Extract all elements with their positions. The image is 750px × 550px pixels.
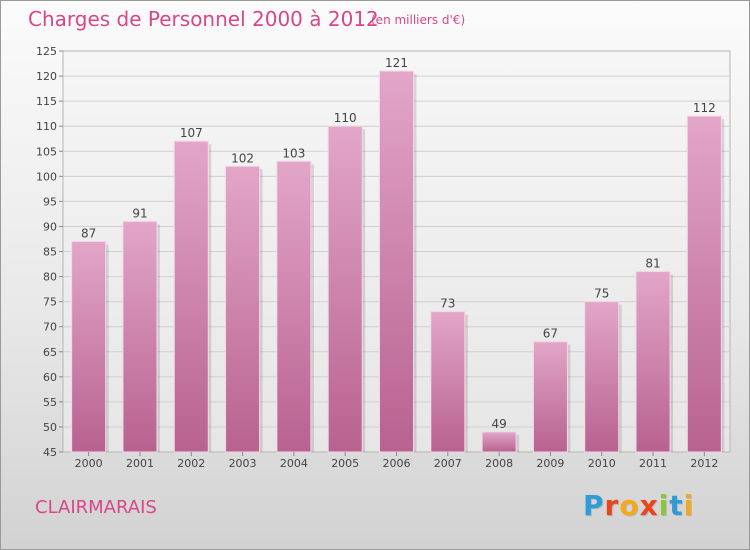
bar [276,160,312,453]
bar [173,140,209,453]
chart-subtitle: (en milliers d'€) [371,13,466,27]
bar-value-label: 110 [334,111,357,125]
y-tick-label: 85 [43,246,57,259]
x-tick-label: 2010 [588,457,616,470]
y-axis-ticks: 45 50 55 60 65 70 75 80 85 90 95 100 105 110 115 120 125 [36,45,63,459]
bar-value-label: 75 [594,287,609,301]
y-tick-label: 60 [43,371,57,384]
bar-value-label: 107 [180,126,203,140]
bar-value-label: 81 [645,257,660,271]
bar [481,431,517,453]
y-tick-label: 45 [43,446,57,459]
bar [71,240,107,453]
x-tick-label: 2012 [690,457,718,470]
bar [686,115,722,453]
x-tick-label: 2006 [383,457,411,470]
bar-value-label: 103 [282,146,305,160]
bar-value-label: 73 [440,297,455,311]
brand-logo-letter: o [619,489,640,522]
y-tick-label: 120 [36,70,57,83]
bar-value-label: 87 [81,226,96,240]
chart-title: Charges de Personnel 2000 à 2012 [28,7,379,31]
y-tick-label: 115 [36,95,57,108]
bar-value-label: 102 [231,151,254,165]
y-tick-label: 65 [43,346,57,359]
bar [430,311,466,453]
y-tick-label: 100 [36,170,57,183]
bar-value-label: 49 [491,417,506,431]
x-axis-ticks: 2000 2001 2002 2003 2004 2005 2006 2007 2008 2009… [75,452,718,470]
bar-value-label: 67 [543,327,558,341]
bar [327,125,363,453]
bar-value-label: 112 [693,101,716,115]
bars: 87 91 107 102 103 110 121 73 49 67 75 81 112 [71,56,725,453]
bar [532,341,568,453]
x-tick-label: 2000 [75,457,103,470]
bar [225,165,261,453]
bar-value-label: 91 [132,206,147,220]
brand-logo-letter: r [604,489,620,522]
bar [122,220,158,453]
place-name: CLAIRMARAIS [35,497,157,518]
x-tick-label: 2009 [536,457,564,470]
x-tick-label: 2001 [126,457,154,470]
x-tick-label: 2011 [639,457,667,470]
y-tick-label: 110 [36,120,57,133]
x-tick-label: 2005 [331,457,359,470]
x-tick-label: 2008 [485,457,513,470]
brand-logo-letter: P [583,489,605,522]
brand-logo-letter: i [658,489,670,522]
y-tick-label: 50 [43,421,57,434]
x-tick-label: 2003 [229,457,257,470]
brand-logo-letter: i [683,489,695,522]
bar [584,301,620,453]
y-tick-label: 75 [43,296,57,309]
x-tick-label: 2007 [434,457,462,470]
y-tick-label: 55 [43,396,57,409]
y-tick-label: 105 [36,145,57,158]
y-tick-label: 70 [43,321,57,334]
y-tick-label: 80 [43,271,57,284]
bar [635,271,671,453]
brand-logo-letter: x [639,489,659,522]
x-tick-label: 2002 [177,457,205,470]
brand-logo: Proxiti [583,489,694,522]
brand-logo-letter: t [669,489,684,522]
x-tick-label: 2004 [280,457,308,470]
y-tick-label: 125 [36,45,57,58]
y-tick-label: 95 [43,195,57,208]
bar-value-label: 121 [385,56,408,70]
y-tick-label: 90 [43,220,57,233]
bar [379,70,414,453]
